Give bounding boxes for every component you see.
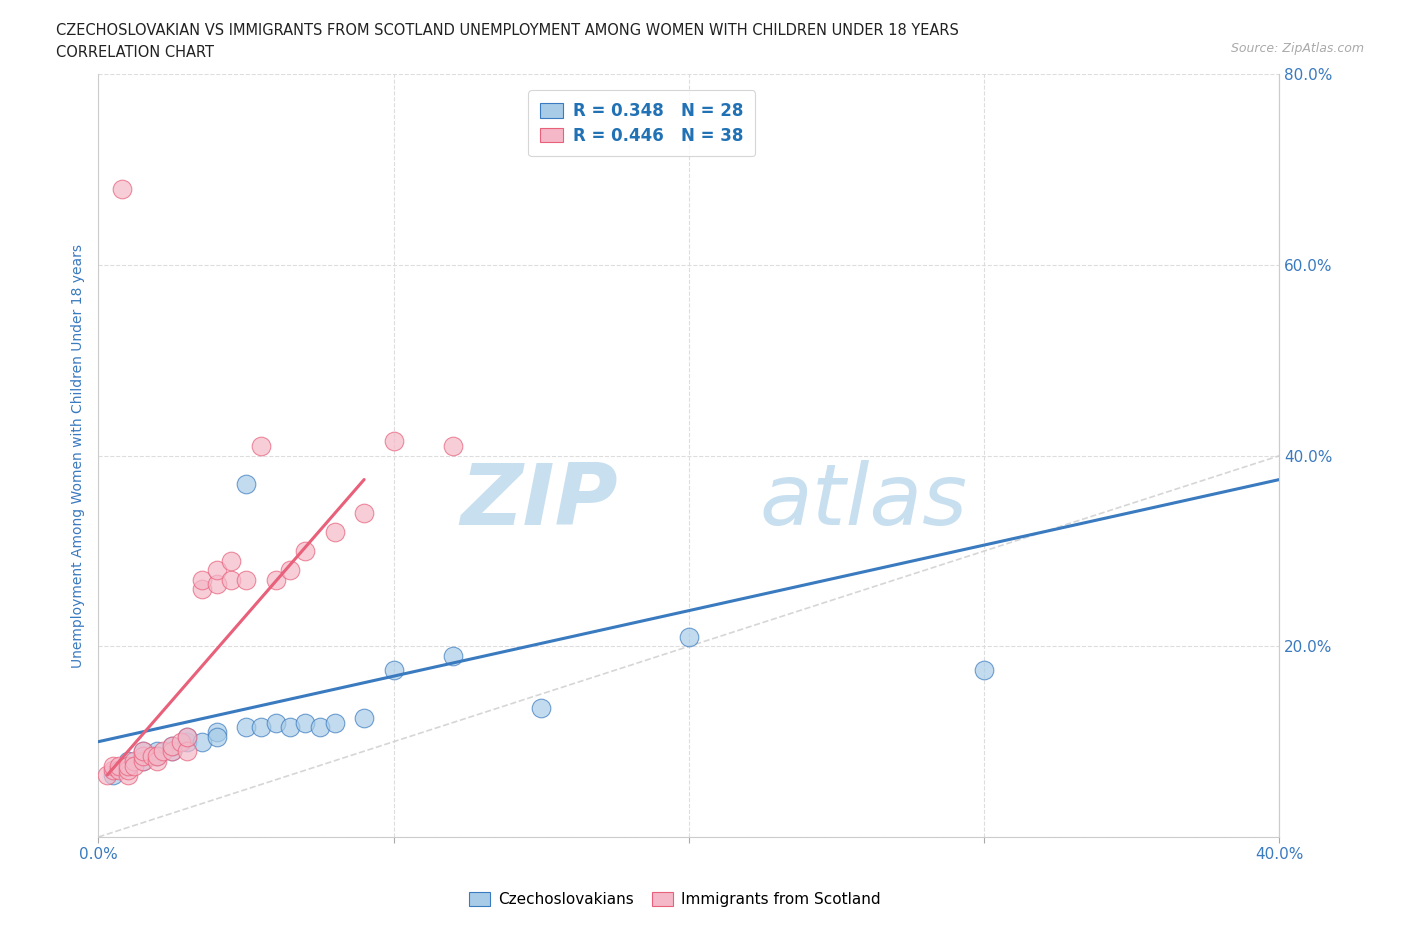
- Point: [382, 434, 405, 449]
- Point: [205, 563, 228, 578]
- Legend: R = 0.348   N = 28, R = 0.446   N = 38: R = 0.348 N = 28, R = 0.446 N = 38: [529, 90, 755, 156]
- Point: [132, 744, 155, 759]
- Point: [122, 758, 145, 773]
- Point: [162, 744, 183, 759]
- Text: ZIP: ZIP: [460, 460, 619, 543]
- Point: [103, 763, 125, 777]
- Point: [219, 572, 242, 587]
- Point: [132, 753, 155, 768]
- Point: [973, 663, 995, 678]
- Point: [108, 758, 131, 773]
- Point: [141, 749, 163, 764]
- Point: [205, 729, 228, 744]
- Point: [353, 711, 375, 725]
- Point: [235, 477, 257, 492]
- Point: [103, 767, 125, 782]
- Point: [176, 729, 198, 744]
- Point: [191, 572, 214, 587]
- Text: CZECHOSLOVAKIAN VS IMMIGRANTS FROM SCOTLAND UNEMPLOYMENT AMONG WOMEN WITH CHILDR: CZECHOSLOVAKIAN VS IMMIGRANTS FROM SCOTL…: [56, 23, 959, 38]
- Point: [176, 744, 198, 759]
- Point: [108, 763, 131, 777]
- Point: [250, 439, 273, 454]
- Y-axis label: Unemployment Among Women with Children Under 18 years: Unemployment Among Women with Children U…: [72, 244, 86, 668]
- Point: [176, 735, 198, 750]
- Point: [235, 572, 257, 587]
- Point: [162, 739, 183, 754]
- Point: [117, 753, 139, 768]
- Text: Source: ZipAtlas.com: Source: ZipAtlas.com: [1230, 42, 1364, 55]
- Point: [294, 715, 316, 730]
- Point: [132, 749, 155, 764]
- Point: [323, 715, 346, 730]
- Point: [278, 563, 302, 578]
- Point: [382, 663, 405, 678]
- Point: [264, 572, 287, 587]
- Point: [309, 720, 332, 735]
- Point: [146, 749, 169, 764]
- Point: [278, 720, 302, 735]
- Point: [264, 715, 287, 730]
- Point: [235, 720, 257, 735]
- Point: [96, 767, 118, 782]
- Point: [250, 720, 273, 735]
- Point: [146, 749, 169, 764]
- Point: [530, 701, 553, 716]
- Point: [170, 735, 193, 750]
- Point: [103, 758, 125, 773]
- Point: [132, 744, 155, 759]
- Point: [111, 181, 134, 196]
- Point: [678, 630, 700, 644]
- Point: [441, 439, 464, 454]
- Legend: Czechoslovakians, Immigrants from Scotland: Czechoslovakians, Immigrants from Scotla…: [463, 885, 887, 913]
- Point: [117, 763, 139, 777]
- Point: [117, 767, 139, 782]
- Point: [323, 525, 346, 539]
- Point: [162, 744, 183, 759]
- Point: [294, 544, 316, 559]
- Point: [162, 739, 183, 754]
- Point: [219, 553, 242, 568]
- Point: [117, 758, 139, 773]
- Point: [146, 753, 169, 768]
- Point: [122, 753, 145, 768]
- Point: [191, 735, 214, 750]
- Point: [176, 729, 198, 744]
- Point: [191, 582, 214, 597]
- Point: [441, 648, 464, 663]
- Point: [205, 577, 228, 591]
- Point: [132, 753, 155, 768]
- Text: atlas: atlas: [759, 460, 967, 543]
- Point: [146, 744, 169, 759]
- Point: [152, 744, 174, 759]
- Point: [353, 506, 375, 521]
- Point: [205, 724, 228, 739]
- Text: CORRELATION CHART: CORRELATION CHART: [56, 45, 214, 60]
- Point: [117, 758, 139, 773]
